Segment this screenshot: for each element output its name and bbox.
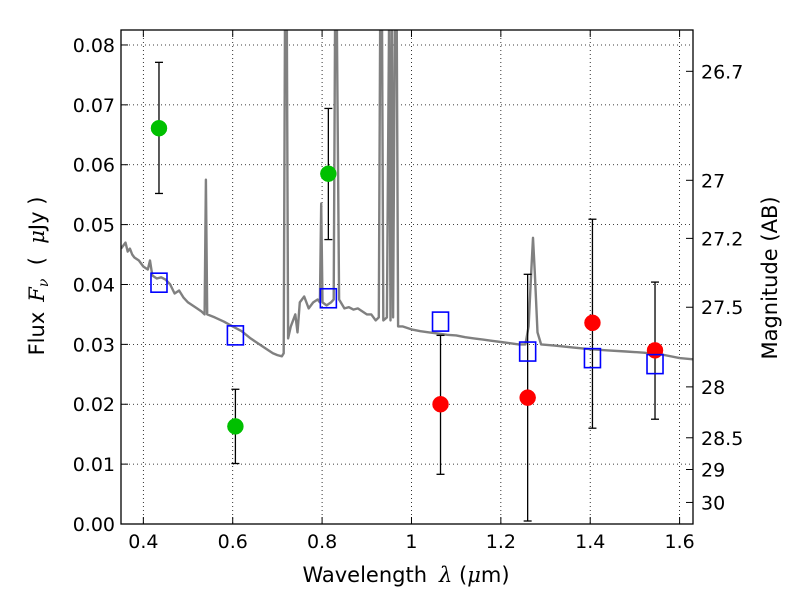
y2-tick-label: 27.2	[701, 228, 743, 250]
y-axis-label: Flux Fν ( μJy )	[25, 197, 52, 356]
x-tick-label: 1.4	[575, 531, 605, 553]
x-tick-label: 1.6	[664, 531, 694, 553]
y-tick-label: 0.05	[73, 215, 115, 237]
x-tick-label: 0.6	[218, 531, 248, 553]
x-axis-label-unit-close: m)	[481, 563, 510, 587]
plot-background	[121, 30, 693, 524]
data-point-square	[518, 341, 537, 362]
y2-axis-label: Magnitude (AB)	[758, 196, 782, 359]
y-tick-label: 0.04	[73, 274, 115, 296]
data-point-circle	[519, 389, 536, 406]
y-axis-label-unit-open: (	[25, 244, 49, 279]
plot-frame	[120, 29, 694, 525]
y-tick-label: 0.08	[73, 35, 115, 57]
x-tick-label: 1	[405, 531, 417, 553]
y2-tick-label: 27.5	[701, 297, 743, 319]
x-axis-label-unit-open: (	[452, 563, 467, 587]
data-point-square	[583, 347, 602, 369]
data-point-circle	[227, 418, 244, 435]
y-tick-label: 0.07	[73, 95, 115, 117]
x-axis-label-lambda: λ	[438, 563, 452, 587]
y-tick-label: 0.02	[73, 394, 115, 416]
x-axis-label-unit-mu: μ	[467, 563, 481, 587]
y2-tick-label: 28	[701, 377, 725, 399]
data-points-layer	[150, 119, 664, 435]
model-spectrum-line	[121, 30, 693, 361]
y-tick-label: 0.06	[73, 155, 115, 177]
y2-tick-label: 29	[701, 460, 725, 482]
data-point-circle	[646, 342, 664, 359]
data-point-square	[226, 325, 245, 346]
y2-tick-label: 28.5	[701, 428, 743, 450]
data-point-square	[150, 272, 168, 293]
y2-tick-label: 26.7	[701, 61, 743, 83]
y-axis-label-unit-mu: μ	[25, 230, 49, 244]
ticks: 0.4 0.6 0.8 1 1.2 1.4 1.6 0.00 0.01 0.02 0.03 0.04 0…	[73, 30, 743, 553]
y-axis-label-f: F	[25, 286, 49, 303]
data-point-square	[431, 311, 450, 332]
data-point-circle	[320, 165, 337, 182]
y2-tick-label: 30	[701, 492, 725, 514]
y-axis-label-unit-close: Jy )	[25, 197, 49, 233]
x-tick-label: 0.4	[128, 531, 158, 553]
y-tick-label: 0.01	[73, 454, 115, 476]
y-axis-label-nu: ν	[36, 278, 52, 287]
data-point-square	[646, 353, 664, 375]
model-spectrum-layer	[121, 30, 693, 361]
data-point-circle	[150, 119, 168, 137]
y-tick-label: 0.03	[73, 334, 115, 356]
data-point-circle	[584, 314, 601, 332]
y-axis-label-text: Flux	[25, 312, 49, 356]
x-tick-label: 0.8	[307, 531, 337, 553]
x-tick-label: 1.2	[486, 531, 516, 553]
y-tick-label: 0.00	[73, 514, 115, 536]
x-axis-label-text: Wavelength	[302, 563, 427, 587]
data-point-circle	[432, 395, 449, 413]
x-axis-label: Wavelength λ (μm)	[302, 563, 509, 587]
y2-tick-label: 27	[701, 170, 725, 192]
data-point-square	[319, 287, 338, 309]
